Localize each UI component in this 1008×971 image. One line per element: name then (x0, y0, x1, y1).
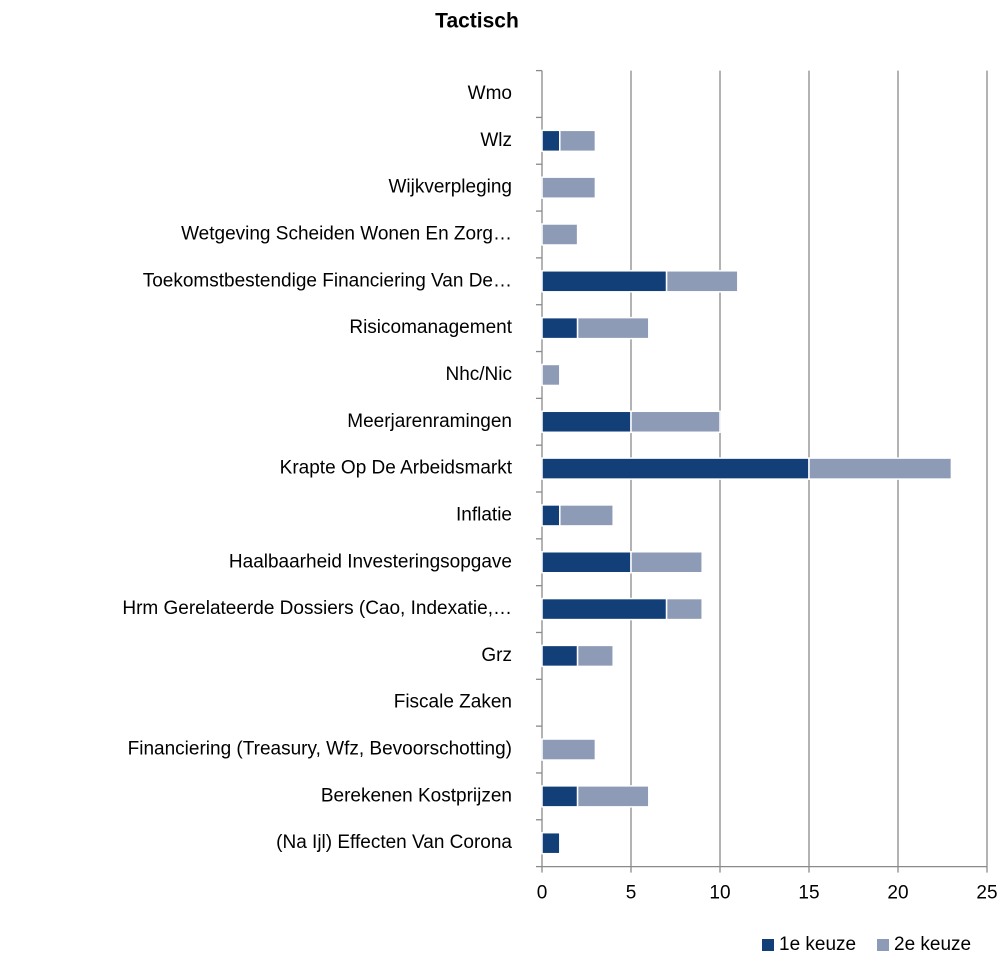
y-tick-label: Meerjarenramingen (347, 411, 512, 432)
bar-segment (541, 410, 632, 434)
bar-segment (541, 363, 561, 387)
y-tick-label: Fiscale Zaken (394, 692, 512, 713)
bar-segment (665, 597, 703, 621)
bar-segment (541, 550, 632, 574)
bar-segment (576, 785, 650, 808)
y-tick-label: Hrm Gerelateerde Dossiers (Cao, Indexati… (122, 598, 512, 619)
bar-segment (541, 129, 561, 153)
y-tick-label: Berekenen Kostprijzen (321, 785, 512, 806)
bar-segment (630, 410, 721, 434)
y-tick-label: (Na Ijl) Effecten Van Corona (276, 832, 512, 853)
y-tick-label: Krapte Op De Arbeidsmarkt (280, 458, 513, 479)
legend-swatch (762, 939, 774, 951)
bar-segment (541, 831, 561, 855)
bar-segment (576, 316, 650, 340)
legend-label: 2e keuze (894, 934, 971, 955)
legend-label: 1e keuze (779, 934, 856, 955)
y-tick-label: Haalbaarheid Investeringsopgave (229, 551, 512, 572)
y-tick-label: Wijkverpleging (388, 177, 512, 198)
bar-segment (541, 738, 597, 761)
bar-segment (559, 129, 597, 153)
chart-title: Tactisch (435, 10, 519, 33)
y-tick-label: Risicomanagement (349, 317, 512, 338)
bar-segment (541, 316, 579, 340)
bar-segment (541, 597, 668, 621)
bar-segment (541, 223, 579, 246)
y-tick-label: Wetgeving Scheiden Wonen En Zorg… (181, 223, 512, 244)
y-tick-label: Nhc/Nic (445, 364, 512, 385)
x-tick-label: 10 (709, 883, 730, 904)
bar-segment (541, 457, 810, 480)
x-tick-label: 0 (537, 883, 548, 904)
bar-segment (808, 457, 953, 480)
bar-segment (541, 504, 561, 527)
bar-segment (541, 644, 579, 668)
x-tick-label: 15 (798, 883, 819, 904)
bar-segment (559, 504, 614, 527)
y-tick-label: Wlz (480, 130, 512, 151)
bar-segment (541, 270, 668, 293)
x-tick-label: 5 (626, 883, 637, 904)
y-tick-label: Toekomstbestendige Financiering Van De… (143, 270, 512, 291)
y-tick-label: Financiering (Treasury, Wfz, Bevoorschot… (128, 739, 512, 760)
bar-segment (541, 785, 579, 808)
bar-segment (576, 644, 614, 668)
y-tick-label: Grz (481, 645, 512, 666)
legend-swatch (877, 939, 889, 951)
bar-segment (665, 270, 739, 293)
y-tick-label: Inflatie (456, 504, 512, 525)
x-tick-label: 20 (887, 883, 908, 904)
bar-segment (630, 550, 703, 574)
bar-segment (541, 176, 597, 199)
x-tick-label: 25 (976, 883, 997, 904)
y-tick-label: Wmo (468, 83, 512, 104)
